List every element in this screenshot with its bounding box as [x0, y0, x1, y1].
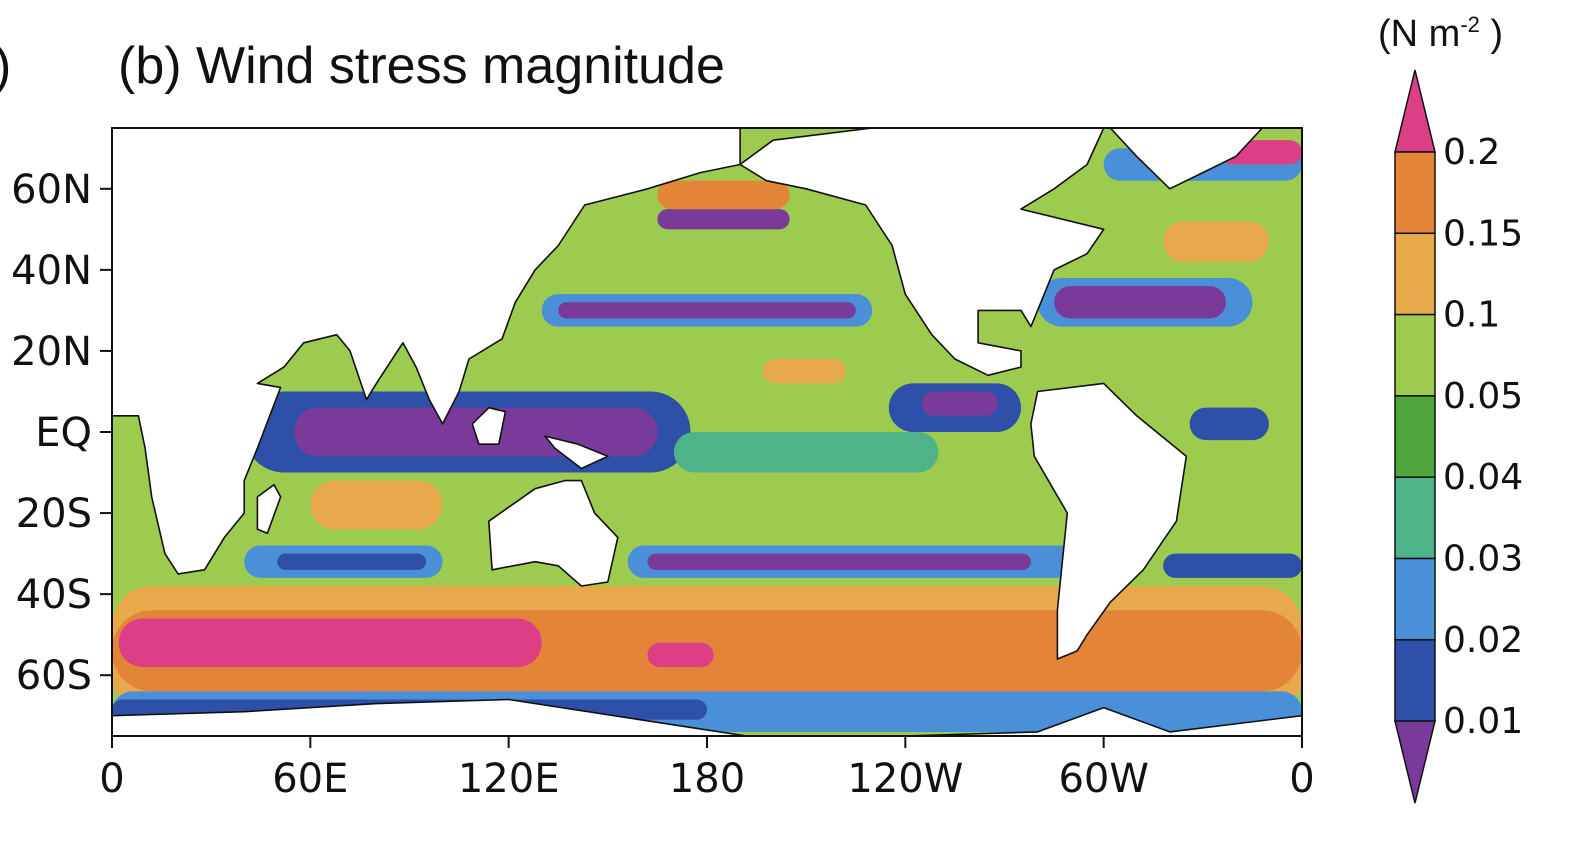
madagascar-land — [256, 483, 282, 535]
wind-stress-band — [118, 618, 542, 668]
australia-land — [487, 479, 619, 587]
north-america-land — [739, 128, 1105, 377]
colorbar: 0.2 0.15 0.1 0.05 0.04 0.03 0.02 0.01 — [1394, 69, 1523, 804]
wind-stress-band — [657, 180, 790, 210]
lon-tick-label: 120E — [458, 756, 560, 802]
lon-tick-label: 180 — [669, 756, 745, 802]
lat-tick-label: 60S — [16, 653, 92, 699]
colorbar-segment — [1394, 639, 1436, 722]
wind-stress-band — [558, 302, 856, 319]
units-prefix: (N m — [1378, 13, 1461, 55]
europe-asia-africa-land — [112, 128, 741, 575]
colorbar-level-label: 0.15 — [1443, 213, 1523, 254]
colorbar-segment — [1394, 151, 1436, 235]
wind-stress-band — [310, 480, 443, 530]
new-guinea-land — [544, 435, 609, 470]
colorbar-level-label: 0.04 — [1443, 457, 1523, 498]
wind-stress-band — [647, 642, 714, 668]
units-exponent: -2 — [1460, 12, 1480, 37]
wind-stress-band — [647, 553, 1031, 570]
map-area — [112, 128, 1302, 736]
panel-label-fragment: ) — [0, 40, 11, 92]
colorbar-segment — [1394, 313, 1436, 397]
latitude-axis: 60N 40N 20N EQ 20S 40S 60S — [11, 167, 112, 699]
colorbar-segment — [1394, 557, 1436, 641]
wind-stress-band — [763, 359, 846, 384]
colorbar-level-label: 0.03 — [1443, 539, 1523, 580]
lat-tick-label: 20S — [16, 491, 92, 537]
wind-stress-band — [1054, 286, 1226, 319]
lat-tick-label: 20N — [11, 329, 92, 375]
longitude-axis: 0 60E 120E 180 120W 60W 0 — [99, 736, 1315, 802]
wind-stress-band — [657, 209, 790, 230]
lon-tick-label: 120W — [847, 756, 963, 802]
lat-tick-label: 40S — [16, 572, 92, 618]
colorbar-level-label: 0.02 — [1443, 620, 1523, 661]
colorbar-segment — [1394, 232, 1436, 316]
lat-tick-label: 40N — [11, 248, 92, 294]
colorbar-units: (N m-2 ) — [1378, 12, 1504, 55]
wind-stress-band — [1163, 553, 1302, 578]
colorbar-level-label: 0.05 — [1443, 376, 1523, 417]
south-america-land — [1030, 382, 1188, 660]
figure-title: (b) Wind stress magnitude — [118, 37, 725, 95]
colorbar-segment — [1394, 476, 1436, 560]
wind-stress-band — [277, 553, 427, 570]
wind-stress-band — [673, 432, 939, 473]
colorbar-extend-bottom — [1394, 720, 1436, 804]
borneo-land — [471, 406, 507, 446]
lon-tick-label: 60W — [1058, 756, 1148, 802]
lon-tick-label: 0 — [1289, 756, 1314, 802]
colorbar-level-label: 0.01 — [1443, 701, 1523, 742]
wind-stress-band — [1163, 221, 1269, 262]
lat-tick-label: EQ — [35, 410, 92, 456]
antarctica-land — [112, 698, 1302, 736]
lat-tick-label: 60N — [11, 167, 92, 213]
colorbar-level-label: 0.2 — [1443, 132, 1500, 173]
colorbar-level-label: 0.1 — [1443, 295, 1500, 336]
wind-stress-band — [921, 391, 998, 416]
greenland-land — [1109, 128, 1264, 190]
colorbar-segment — [1394, 395, 1436, 478]
units-suffix: ) — [1479, 13, 1504, 55]
lon-tick-label: 0 — [99, 756, 124, 802]
lon-tick-label: 60E — [272, 756, 348, 802]
wind-stress-band — [1189, 407, 1269, 441]
land-masses — [112, 128, 1302, 736]
colorbar-extend-top — [1394, 69, 1436, 153]
